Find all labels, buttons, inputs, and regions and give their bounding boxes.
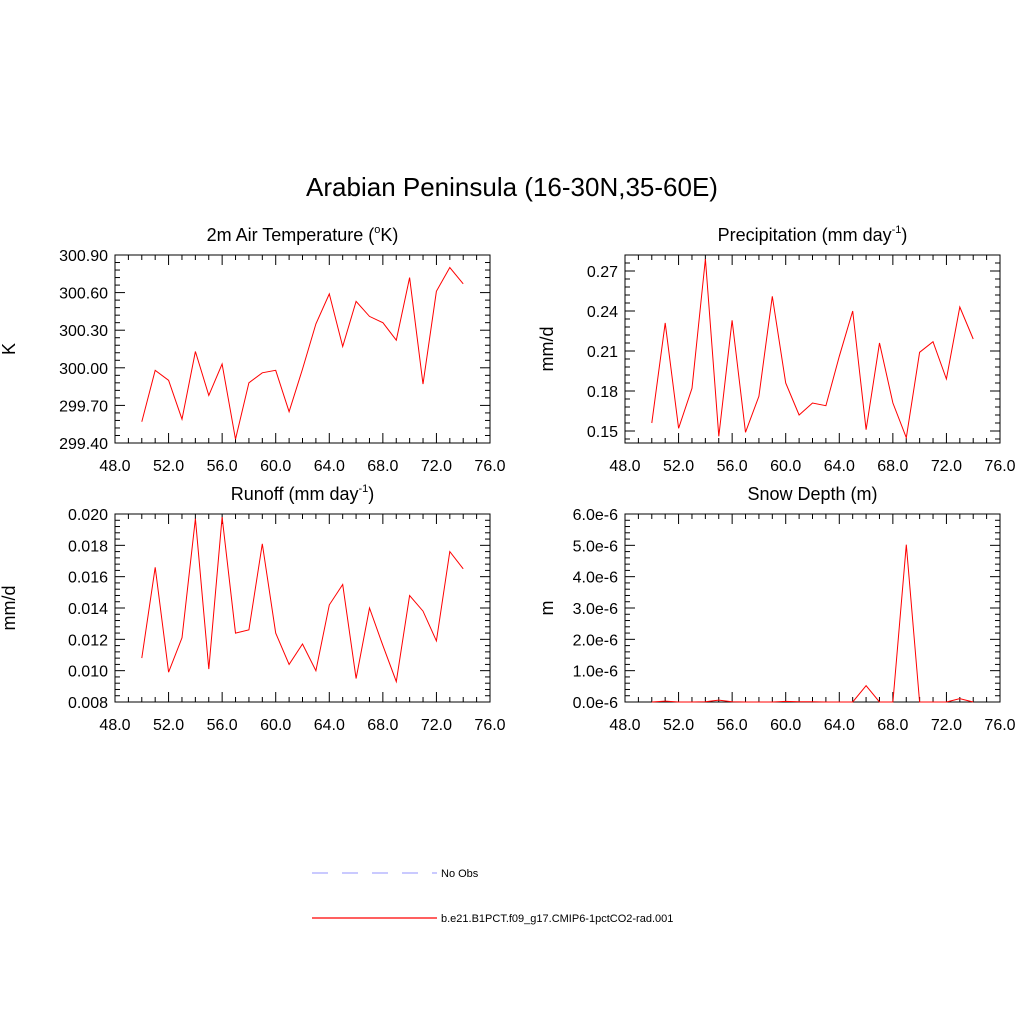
series-line: [651, 258, 974, 440]
title-text: 2m Air Temperature (: [207, 225, 375, 245]
title-text: Precipitation (mm day: [718, 225, 892, 245]
legend-label: No Obs: [441, 868, 479, 880]
x-tick-label: 52.0: [153, 717, 184, 734]
panel-title: 2m Air Temperature (oK): [207, 224, 399, 245]
x-tick-label: 60.0: [260, 717, 291, 734]
y-tick-label: 299.40: [59, 436, 108, 453]
x-tick-label: 72.0: [931, 458, 962, 475]
y-tick-label: 0.24: [587, 304, 618, 321]
y-tick-label: 2.0e-6: [573, 632, 618, 649]
title-superscript: -1: [892, 224, 902, 236]
y-tick-label: 0.010: [68, 664, 108, 681]
x-tick-label: 56.0: [207, 717, 238, 734]
panel-snow-depth: 48.0 52.0 56.0 60.0 64.0 68.0 72.0 76.0 0.0e-6 1.…: [537, 484, 1016, 734]
title-text: Runoff (mm day: [231, 484, 359, 504]
series-line: [651, 544, 974, 703]
y-tick-label: 0.0e-6: [573, 695, 618, 712]
y-axis-label: m: [537, 601, 557, 616]
x-tick-label: 56.0: [717, 458, 748, 475]
panel-title: Runoff (mm day-1): [231, 483, 375, 504]
y-tick-label: 1.0e-6: [573, 664, 618, 681]
x-tick-label: 60.0: [260, 458, 291, 475]
x-tick-label: 60.0: [770, 717, 801, 734]
x-tick-label: 68.0: [367, 717, 398, 734]
y-tick-label: 300.90: [59, 248, 108, 265]
y-tick-label: 0.18: [587, 384, 618, 401]
y-axis-label: mm/d: [537, 327, 557, 372]
x-tick-label: 72.0: [421, 458, 452, 475]
y-tick-label: 0.21: [587, 344, 618, 361]
figure-title: Arabian Peninsula (16-30N,35-60E): [306, 172, 718, 202]
x-tick-label: 48.0: [99, 458, 130, 475]
legend: No Obs b.e21.B1PCT.f09_g17.CMIP6-1pctCO2-…: [312, 868, 673, 925]
x-tick-label: 68.0: [367, 458, 398, 475]
title-text: Snow Depth (m): [747, 484, 877, 504]
y-tick-label: 300.00: [59, 361, 108, 378]
y-tick-label: 0.15: [587, 424, 618, 441]
x-tick-label: 72.0: [931, 717, 962, 734]
y-tick-label: 300.30: [59, 323, 108, 340]
y-tick-label: 0.012: [68, 632, 108, 649]
y-tick-label: 0.27: [587, 264, 618, 281]
y-axis-label: K: [0, 343, 19, 355]
plot-frame: [114, 254, 491, 444]
x-tick-label: 68.0: [877, 717, 908, 734]
y-tick-label: 4.0e-6: [573, 570, 618, 587]
y-tick-label: 0.020: [68, 507, 108, 524]
y-tick-label: 3.0e-6: [573, 601, 618, 618]
x-tick-label: 72.0: [421, 717, 452, 734]
x-tick-label: 76.0: [984, 717, 1015, 734]
x-tick-label: 64.0: [314, 458, 345, 475]
panel-title: Precipitation (mm day-1): [718, 224, 908, 245]
y-tick-label: 0.016: [68, 570, 108, 587]
legend-label: b.e21.B1PCT.f09_g17.CMIP6-1pctCO2-rad.00…: [441, 913, 673, 925]
x-tick-label: 48.0: [609, 458, 640, 475]
y-axis-label: mm/d: [0, 586, 19, 631]
x-tick-label: 60.0: [770, 458, 801, 475]
x-tick-label: 64.0: [824, 458, 855, 475]
x-tick-label: 48.0: [609, 717, 640, 734]
title-text: ): [901, 225, 907, 245]
x-tick-label: 52.0: [153, 458, 184, 475]
x-tick-label: 64.0: [824, 717, 855, 734]
x-tick-label: 64.0: [314, 717, 345, 734]
x-tick-label: 56.0: [207, 458, 238, 475]
title-superscript: o: [374, 224, 380, 236]
panel-temperature: 48.0 52.0 56.0 60.0 64.0 68.0 72.0 76.0 299.40 29…: [0, 224, 506, 475]
plot-frame: [624, 254, 1001, 444]
series-line: [141, 266, 464, 440]
series-line: [141, 517, 464, 684]
x-tick-label: 52.0: [663, 717, 694, 734]
x-tick-label: 52.0: [663, 458, 694, 475]
x-tick-label: 76.0: [474, 717, 505, 734]
panel-title: Snow Depth (m): [747, 484, 877, 504]
y-tick-label: 5.0e-6: [573, 538, 618, 555]
y-tick-label: 299.70: [59, 398, 108, 415]
x-tick-label: 68.0: [877, 458, 908, 475]
y-tick-label: 0.018: [68, 538, 108, 555]
y-tick-label: 300.60: [59, 286, 108, 303]
x-tick-label: 76.0: [474, 458, 505, 475]
y-tick-label: 0.014: [68, 601, 108, 618]
x-tick-label: 48.0: [99, 717, 130, 734]
plot-frame: [624, 513, 1001, 703]
title-text: ): [368, 484, 374, 504]
y-tick-label: 6.0e-6: [573, 507, 618, 524]
plot-frame: [114, 513, 491, 703]
y-tick-label: 0.008: [68, 695, 108, 712]
x-tick-label: 76.0: [984, 458, 1015, 475]
panel-runoff: 48.0 52.0 56.0 60.0 64.0 68.0 72.0 76.0 0.008 0.0…: [0, 483, 506, 734]
title-superscript: -1: [358, 483, 368, 495]
x-tick-label: 56.0: [717, 717, 748, 734]
title-text: K): [380, 225, 398, 245]
panel-precipitation: 48.0 52.0 56.0 60.0 64.0 68.0 72.0 76.0 0.15 0.18…: [537, 224, 1016, 475]
